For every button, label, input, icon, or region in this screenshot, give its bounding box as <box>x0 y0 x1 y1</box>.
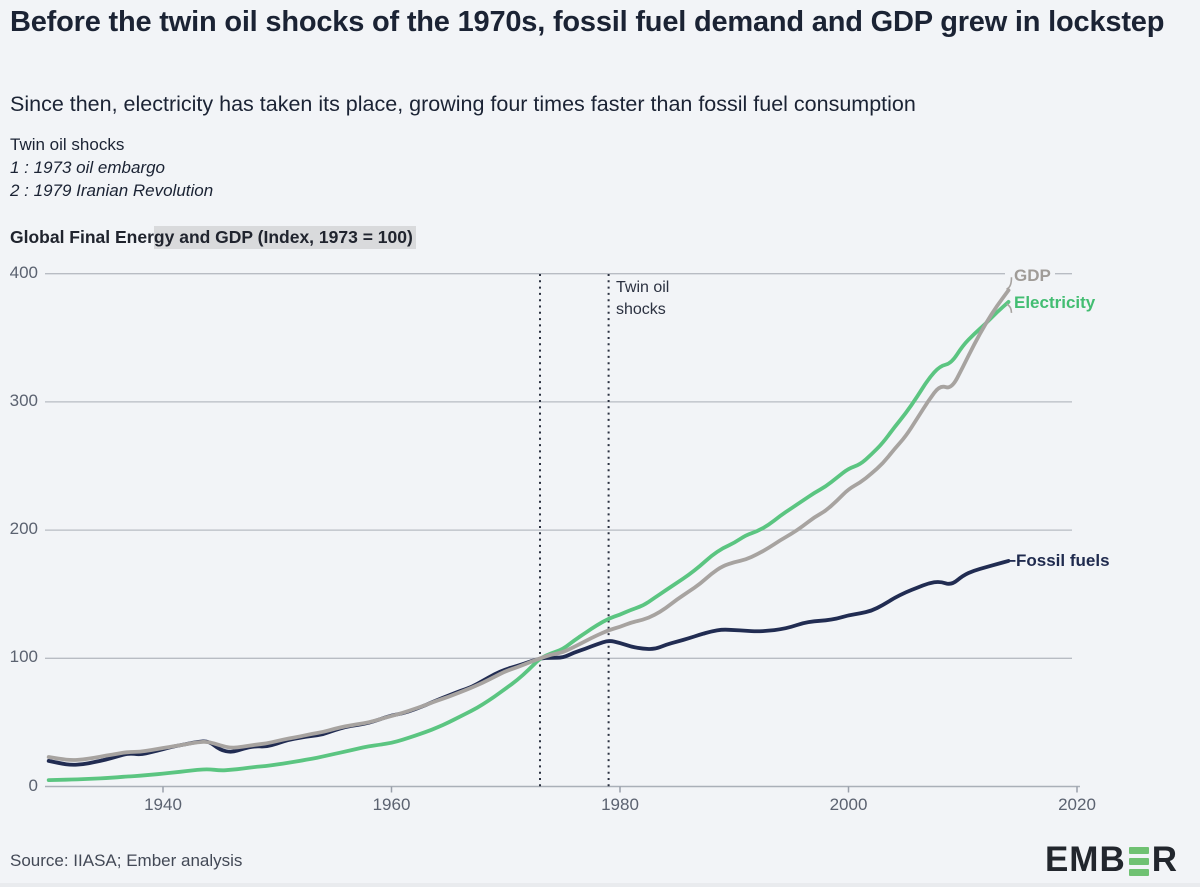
x-tick-label: 1940 <box>144 794 182 814</box>
twin-oil-shocks-annotation: Twin oil shocks <box>616 279 670 318</box>
series-label-fossil-fuels: Fossil fuels <box>1016 551 1110 570</box>
chart-section-label-highlight: gy and GDP (Index, 1973 = 100) <box>153 226 416 249</box>
note-iranian-revolution: 2 : 1979 Iranian Revolution <box>10 181 214 200</box>
series-label-electricity: Electricity <box>1014 293 1096 312</box>
x-tick-label: 2020 <box>1058 794 1096 814</box>
series-label-gdp: GDP <box>1014 266 1055 286</box>
ember-logo-prefix: EMB <box>1044 840 1126 879</box>
green-bars-icon <box>1128 846 1149 876</box>
ember-logo-suffix: R <box>1151 840 1178 879</box>
note-heading: Twin oil shocks <box>10 135 125 154</box>
ember-logo: EMB R <box>1045 840 1178 880</box>
y-tick-label: 0 <box>28 775 38 795</box>
x-tick-label: 1960 <box>372 794 411 814</box>
y-tick-label: 200 <box>9 519 38 539</box>
chart-section-label-prefix: Global Final Ener <box>10 227 154 247</box>
y-tick-label: 100 <box>9 647 38 667</box>
x-tick-label: 1980 <box>601 794 639 814</box>
y-tick-label: 300 <box>9 390 38 410</box>
source-text: Source: IIASA; Ember analysis <box>10 851 243 870</box>
note-oil-embargo: 1 : 1973 oil embargo <box>10 158 165 177</box>
page-subtitle: Since then, electricity has taken its pl… <box>10 92 916 116</box>
y-tick-label: 400 <box>9 262 38 282</box>
twin-oil-shocks-note: Twin oil shocks 1 : 1973 oil embargo 2 :… <box>10 133 213 202</box>
page-title: Before the twin oil shocks of the 1970s,… <box>10 6 1165 38</box>
x-tick-label: 2000 <box>829 794 868 814</box>
chart-section-label: Global Final Energy and GDP (Index, 1973… <box>10 226 416 249</box>
bottom-band <box>0 883 1200 887</box>
chart-canvas <box>45 273 1080 793</box>
